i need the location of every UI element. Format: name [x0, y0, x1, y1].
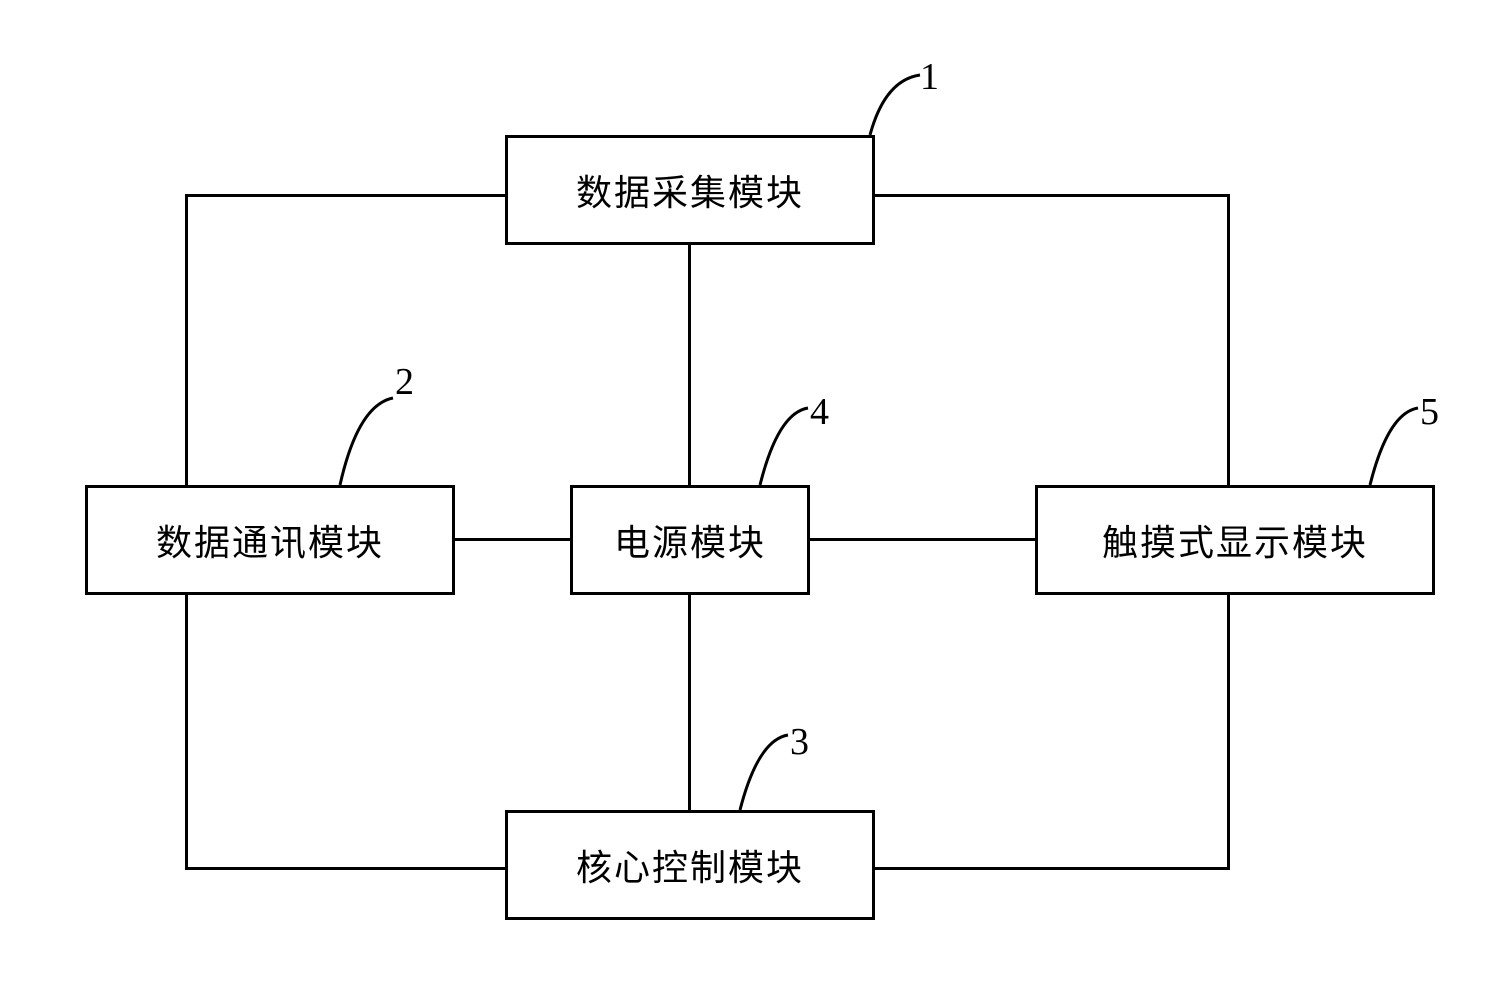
connector-right-bottom-h	[875, 867, 1230, 870]
connector-left-bottom-h	[185, 867, 505, 870]
block-touch-display-label: 触摸式显示模块	[1102, 514, 1368, 566]
block-power: 电源模块	[570, 485, 810, 595]
block-data-communication: 数据通讯模块	[85, 485, 455, 595]
reference-number-5: 5	[1420, 390, 1439, 434]
reference-number-3: 3	[790, 720, 809, 764]
block-data-communication-label: 数据通讯模块	[156, 514, 384, 566]
connector-left-bottom-v	[185, 595, 188, 870]
connector-top-left-v	[185, 194, 188, 487]
block-core-control: 核心控制模块	[505, 810, 875, 920]
block-touch-display: 触摸式显示模块	[1035, 485, 1435, 595]
connector-center-bottom-v	[688, 595, 691, 810]
block-power-label: 电源模块	[614, 514, 766, 566]
connector-top-right-h	[875, 194, 1230, 197]
block-data-acquisition: 数据采集模块	[505, 135, 875, 245]
connector-top-center-v	[688, 245, 691, 485]
reference-number-2: 2	[395, 360, 414, 404]
connector-left-center-h	[455, 538, 570, 541]
reference-number-4: 4	[810, 390, 829, 434]
block-data-acquisition-label: 数据采集模块	[576, 164, 804, 216]
connector-right-bottom-v	[1227, 595, 1230, 870]
connector-top-left-h	[185, 194, 505, 197]
reference-number-1: 1	[920, 55, 939, 99]
block-core-control-label: 核心控制模块	[576, 839, 804, 891]
block-diagram: 数据采集模块 1 数据通讯模块 2 电源模块 4 触摸式显示模块 5 核心控制模…	[0, 0, 1505, 987]
connector-top-right-v	[1227, 194, 1230, 487]
connector-center-right-h	[810, 538, 1035, 541]
